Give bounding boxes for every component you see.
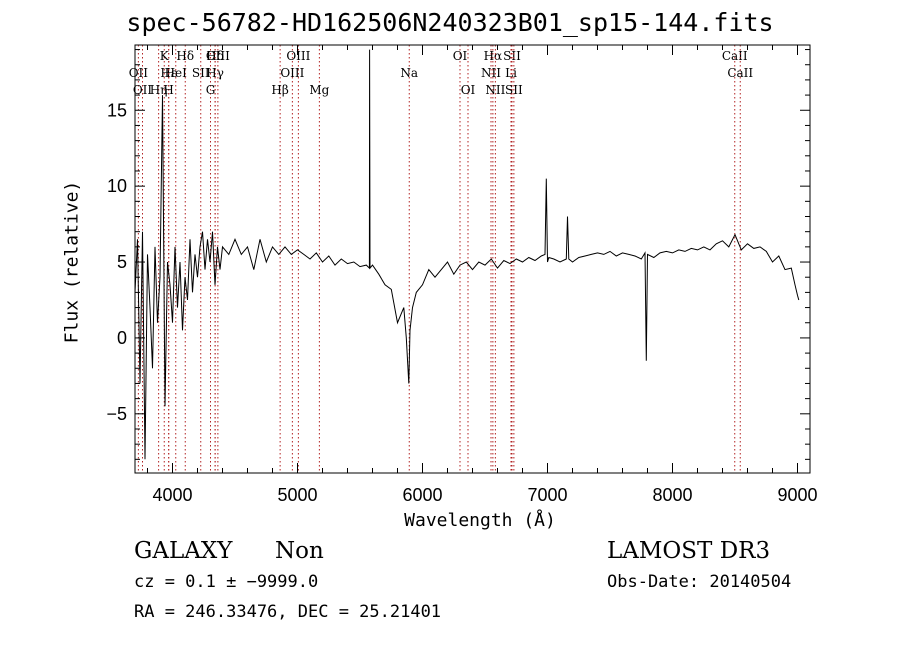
line-label-5: HeI [165,66,188,80]
line-label-9: Hδ [206,49,224,63]
y-axis-label: Flux (relative) [61,180,83,344]
y-tick-label-0: −5 [106,404,127,424]
x-tick-label-1: 5000 [277,485,317,505]
y-tick-label-3: 10 [107,176,127,196]
line-label-3: Hη [150,83,168,97]
line-label-15: OIII [286,49,310,63]
x-tick-label-0: 4000 [152,485,192,505]
line-label-4: Hδ [176,49,194,63]
line-label-24: Li [505,66,517,80]
y-tick-label-1: 0 [117,328,127,348]
line-label-25: SII [505,83,523,97]
line-label-12: Hγ [206,66,224,80]
line-label-20: NII [481,66,501,80]
survey-label: LAMOST DR3 [607,538,771,564]
redshift-readout: cz = 0.1 ± −9999.0 [134,572,319,592]
line-label-1: OII [133,83,153,97]
line-label-13: Hβ [271,83,288,97]
x-tick-label-5: 9000 [777,485,817,505]
line-label-0: OII [129,66,149,80]
line-label-23: SII [503,49,521,63]
ra-dec-readout: RA = 246.33476, DEC = 25.21401 [134,602,442,622]
line-label-22: NII [485,83,505,97]
plot-frame [134,44,811,474]
x-tick-label-2: 6000 [402,485,442,505]
x-tick-label-3: 7000 [527,485,567,505]
x-axis-label: Wavelength (Å) [404,510,556,531]
line-label-6: K [160,49,170,63]
line-label-19: OI [461,83,476,97]
line-label-14: OIII [280,66,304,80]
object-class: GALAXY [134,538,233,564]
line-label-18: OI [453,49,468,63]
chart-title: spec-56782-HD162506N240323B01_sp15-144.f… [126,8,774,37]
line-label-27: CaII [727,66,753,80]
obs-date: Obs-Date: 20140504 [607,572,792,592]
y-tick-label-2: 5 [117,252,127,272]
line-label-8: H [163,83,173,97]
x-tick-label-4: 8000 [652,485,692,505]
line-label-7: SII [192,66,210,80]
line-label-21: Hα [484,49,503,63]
object-subclass: Non [275,538,324,564]
line-label-17: Na [400,66,418,80]
line-label-11: G [206,83,216,97]
line-label-10: OIII [206,49,230,63]
y-tick-label-4: 15 [107,100,127,120]
spectrum-series-0 [134,49,800,460]
line-label-16: Mg [309,83,329,97]
line-label-26: CaII [722,49,748,63]
